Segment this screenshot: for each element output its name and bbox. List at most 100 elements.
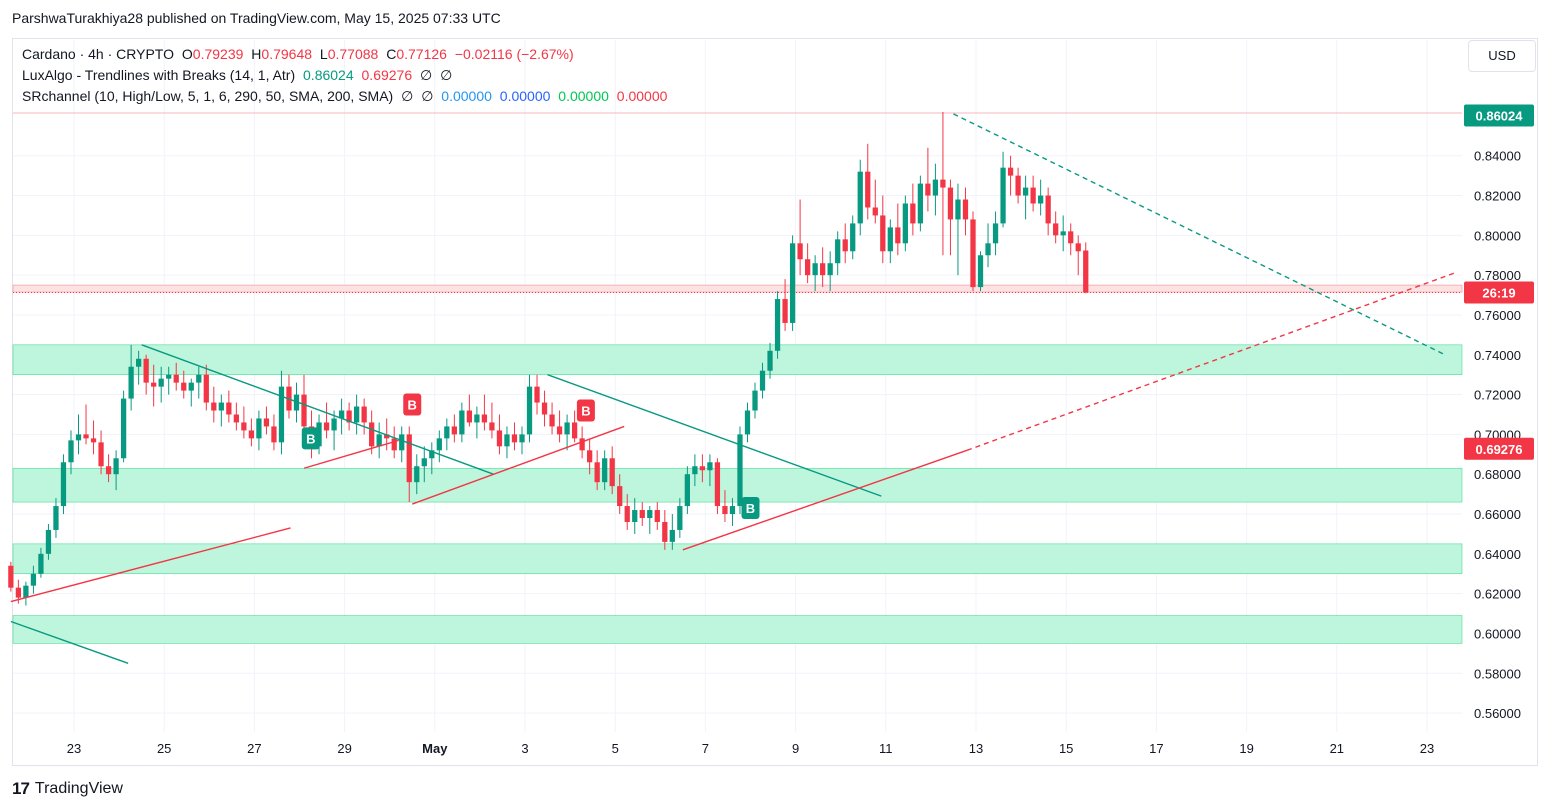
candle-body (662, 521, 668, 542)
candle-body (256, 418, 262, 439)
change-value: −0.02116 (−2.67%) (454, 46, 574, 62)
candle-body (429, 450, 435, 459)
candle-body (136, 358, 142, 367)
indicator-1-value-1: 0.86024 (303, 67, 354, 83)
currency-selector[interactable]: USD (1468, 40, 1536, 72)
candle-body (489, 422, 495, 431)
symbol-name[interactable]: Cardano · 4h · CRYPTO (22, 46, 174, 62)
candle-body (970, 219, 976, 288)
trendline (303, 439, 399, 469)
candle-body (519, 434, 525, 443)
high-value: 0.79648 (261, 46, 313, 62)
indicator-1-value-3: ∅ (420, 67, 433, 83)
candle-body (158, 378, 164, 387)
candle-body (842, 239, 848, 252)
candle-body (421, 458, 427, 467)
trendline (141, 344, 494, 475)
candle-body (128, 366, 134, 399)
tradingview-logo-icon: 17 (12, 779, 30, 798)
candle-body (632, 510, 638, 522)
candle-body (932, 179, 939, 196)
candle-body (211, 402, 217, 411)
candle-body (75, 434, 82, 441)
candle-body (1045, 195, 1051, 224)
y-tick-label: 0.58000 (1474, 666, 1521, 681)
x-tick-label: 17 (1149, 741, 1163, 756)
candle-body (369, 422, 375, 447)
candle-body (759, 370, 766, 391)
candle-body (729, 506, 736, 515)
candle-body (714, 462, 721, 507)
candle-body (203, 374, 209, 403)
candle-body (83, 434, 89, 439)
indicator-2-name[interactable]: SRchannel (10, High/Low, 5, 1, 6, 290, 5… (22, 88, 394, 104)
x-tick-label: May (422, 741, 448, 756)
y-tick-label: 0.66000 (1474, 507, 1521, 522)
candle-body (774, 299, 781, 351)
candle-body (669, 529, 675, 542)
candle-body (962, 199, 969, 220)
candle-body (692, 466, 698, 475)
candle-body (181, 382, 187, 391)
candle-body (977, 255, 984, 288)
sr-zone (12, 543, 1463, 575)
y-tick-label: 0.62000 (1474, 587, 1521, 602)
candle-body (835, 239, 841, 264)
open-value: 0.79239 (192, 46, 244, 62)
candle-body (767, 350, 773, 371)
candle-body (624, 506, 630, 522)
candle-body (850, 223, 856, 252)
x-tick-label: 19 (1239, 741, 1253, 756)
x-tick-label: 21 (1330, 741, 1344, 756)
candle-body (278, 386, 285, 443)
candle-body (248, 430, 255, 439)
candle-body (143, 358, 149, 383)
tradingview-branding[interactable]: 17 TradingView (12, 779, 123, 799)
candle-body (293, 394, 300, 411)
y-tick-label: 0.82000 (1474, 189, 1521, 204)
indicator-2-value-4: 0.00000 (499, 88, 551, 104)
chart-legend: Cardano · 4h · CRYPTO O0.79239 H0.79648 … (22, 44, 671, 107)
indicator-2-value-2: ∅ (421, 88, 434, 104)
candle-body (353, 406, 360, 423)
close-label: C (386, 46, 397, 62)
candle-body (955, 199, 961, 220)
candle-body (511, 434, 518, 443)
candle-body (1015, 175, 1021, 196)
candle-body (857, 171, 863, 224)
price-axis-label-text: 0.69276 (1476, 442, 1523, 457)
candle-body (647, 510, 653, 518)
legend-indicator-2: SRchannel (10, High/Low, 5, 1, 6, 290, 5… (22, 86, 671, 107)
candle-body (684, 474, 690, 507)
candle-body (707, 462, 713, 471)
candle-body (677, 506, 683, 530)
candle-body (241, 422, 247, 431)
candle-body (105, 466, 112, 475)
x-tick-label: 5 (612, 741, 619, 756)
candle-body (556, 426, 563, 435)
candle-body (414, 466, 420, 483)
candle-body (331, 418, 337, 431)
candle-body (534, 386, 540, 403)
y-tick-label: 0.64000 (1474, 547, 1521, 562)
candle-body (451, 426, 457, 435)
legend-symbol-row: Cardano · 4h · CRYPTO O0.79239 H0.79648 … (22, 44, 671, 65)
break-marker (741, 497, 760, 520)
price-axis-label-text: 0.86024 (1476, 108, 1524, 123)
candle-body (338, 410, 345, 419)
y-tick-label: 0.60000 (1474, 626, 1521, 641)
candle-body (699, 466, 706, 471)
candle-body (925, 183, 931, 196)
break-marker-label: B (581, 404, 590, 419)
indicator-1-name[interactable]: LuxAlgo - Trendlines with Breaks (14, 1,… (22, 67, 296, 83)
legend-indicator-1: LuxAlgo - Trendlines with Breaks (14, 1,… (22, 65, 671, 86)
candle-body (23, 585, 29, 598)
candle-body (38, 553, 44, 574)
candle-body (323, 422, 330, 431)
candle-body (617, 486, 623, 507)
trendline (10, 527, 291, 603)
candle-body (880, 215, 886, 252)
indicator-2-value-5: 0.00000 (558, 88, 609, 104)
trendline (547, 374, 882, 497)
